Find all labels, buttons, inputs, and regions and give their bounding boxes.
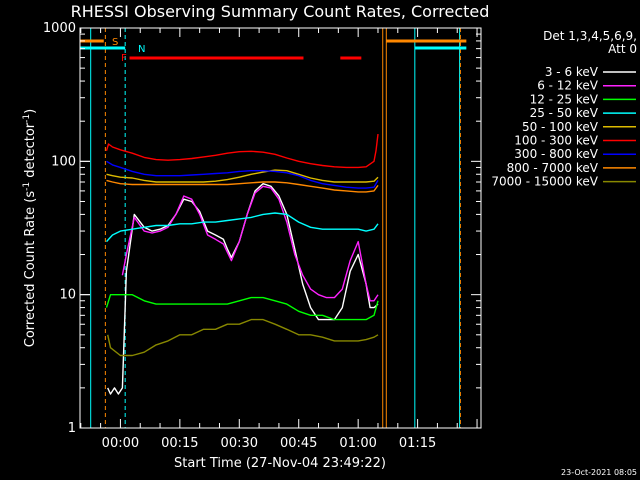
- y-tick-label: 100: [51, 154, 76, 169]
- legend-label-0: 3 - 6 keV: [545, 65, 599, 79]
- series-line-2: [105, 294, 379, 321]
- y-axis-label: Corrected Count Rate (s-1 detector-1): [22, 109, 38, 347]
- series-line-1: [121, 185, 379, 302]
- y-tick-label: 10: [59, 288, 76, 303]
- x-tick-label: 00:15: [161, 436, 198, 451]
- x-axis-ticks: 00:00 00:15 00:30 00:45 01:00 01:15: [80, 28, 478, 451]
- series-lines: [105, 134, 379, 395]
- x-axis-label: Start Time (27-Nov-04 23:49:22): [174, 456, 386, 471]
- flag-label-n: N: [138, 44, 145, 55]
- legend-label-1: 6 - 12 keV: [537, 79, 599, 93]
- series-line-6: [106, 160, 379, 189]
- legend-label-6: 300 - 800 keV: [514, 147, 598, 161]
- chart-title: RHESSI Observing Summary Count Rates, Co…: [71, 2, 490, 21]
- legend-label-4: 50 - 100 keV: [522, 120, 599, 134]
- plot-frame: [79, 27, 482, 429]
- legend-label-2: 12 - 25 keV: [530, 92, 599, 106]
- legend-label-3: 25 - 50 keV: [530, 106, 599, 120]
- vertical-lines: [90, 28, 461, 428]
- flag-label-s: S: [112, 37, 118, 48]
- legend-label-5: 100 - 300 keV: [514, 134, 598, 148]
- legend-header-line2: Att 0: [608, 42, 637, 56]
- y-axis-label-sup2: -1: [22, 114, 32, 123]
- legend-label-8: 7000 - 15000 keV: [491, 175, 598, 189]
- y-tick-label: 1: [68, 421, 76, 436]
- y-tick-label: 1000: [43, 21, 76, 36]
- x-tick-label: 00:30: [221, 436, 258, 451]
- flag-label-f: F: [121, 53, 127, 64]
- y-axis-label-end: ): [23, 109, 38, 114]
- x-tick-label: 00:45: [280, 436, 317, 451]
- x-tick-label: 01:00: [339, 436, 376, 451]
- series-line-4: [106, 169, 379, 183]
- y-axis-label-sup1: -1: [22, 182, 32, 191]
- x-tick-label: 01:15: [399, 436, 436, 451]
- series-line-5: [105, 134, 379, 169]
- flag-labels: S NF: [112, 37, 145, 64]
- y-axis-label-main: Corrected Count Rate (s: [23, 191, 38, 348]
- y-axis-label-mid: detector: [23, 122, 38, 182]
- series-line-3: [105, 212, 379, 243]
- series-line-8: [107, 318, 379, 357]
- series-line-7: [106, 179, 379, 193]
- y-axis-ticks: 1 10 100 1000: [43, 21, 481, 436]
- legend-label-7: 800 - 7000 keV: [507, 161, 599, 175]
- x-tick-label: 00:00: [102, 436, 139, 451]
- legend-header-line1: Det 1,3,4,5,6,9,: [543, 29, 637, 43]
- timestamp: 23-Oct-2021 08:05: [561, 468, 637, 477]
